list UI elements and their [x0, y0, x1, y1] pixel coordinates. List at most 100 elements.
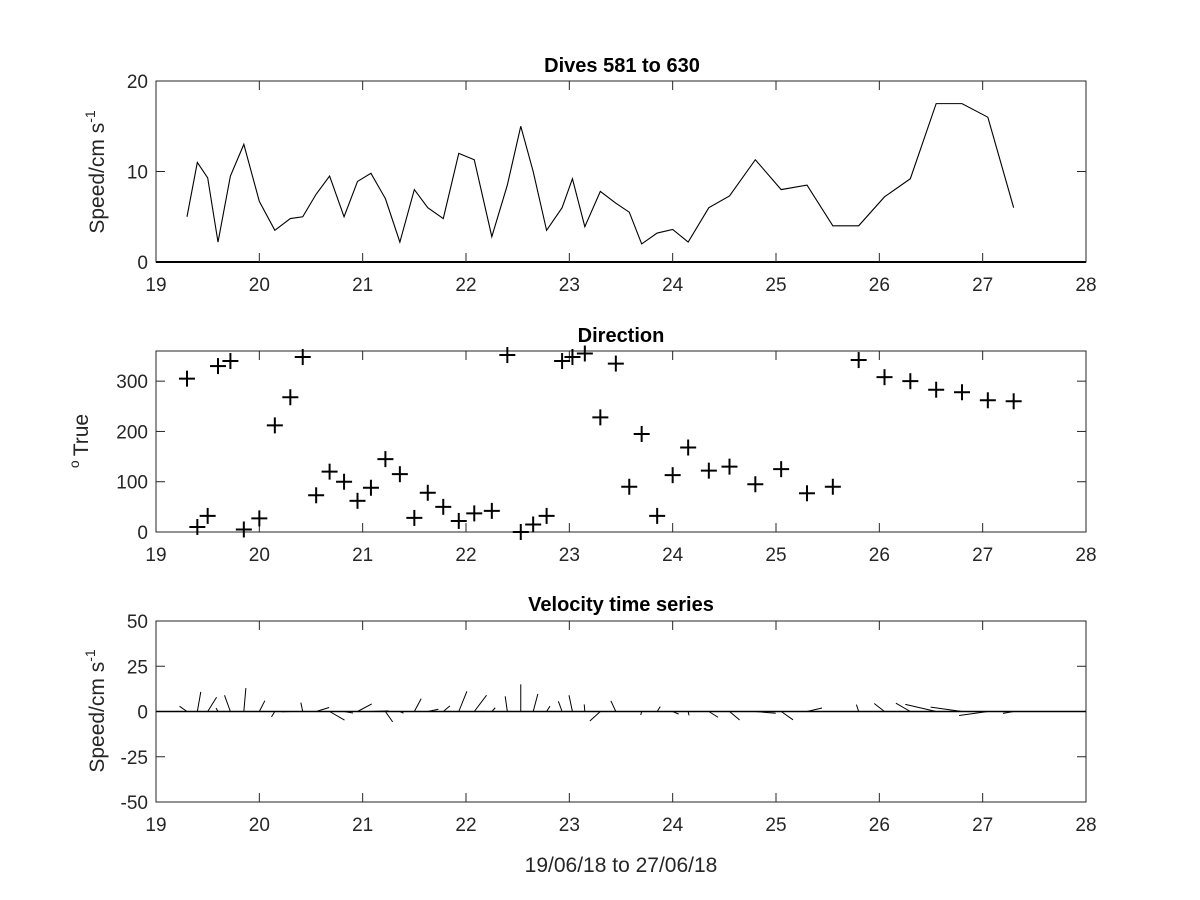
velocity-stick: [895, 702, 911, 712]
direction-x-tick-label: 21: [352, 545, 373, 566]
velocity-stick: [357, 703, 372, 712]
direction-point: [621, 478, 638, 495]
velocity-x-tick-label: 20: [249, 815, 270, 836]
direction-point: [928, 381, 945, 398]
direction-point: [294, 349, 311, 366]
direction-point: [1005, 393, 1022, 410]
direction-point: [902, 373, 919, 390]
direction-markers: [179, 345, 1022, 540]
velocity-stick: [930, 706, 963, 712]
velocity-stick: [708, 711, 719, 718]
velocity-stick: [1002, 711, 1014, 714]
direction-point: [564, 349, 581, 366]
direction-point: [649, 507, 666, 524]
direction-x-tick-label: 22: [455, 545, 476, 566]
velocity-stick: [384, 711, 394, 723]
speed-plot-frame: [155, 80, 1087, 263]
direction-point: [592, 409, 609, 426]
direction-x-tick-label: 28: [1075, 545, 1096, 566]
velocity-stick: [656, 706, 661, 712]
direction-point: [435, 498, 452, 515]
direction-point: [308, 487, 325, 504]
speed-y-tick-label: 20: [127, 72, 148, 93]
direction-y-tick-label: 100: [116, 473, 148, 494]
direction-point: [700, 462, 717, 479]
direction-x-tick-label: 26: [869, 545, 890, 566]
velocity-stick: [532, 693, 539, 712]
direction-point: [773, 461, 790, 478]
direction-point: [406, 509, 423, 526]
direction-point: [251, 510, 268, 527]
velocity-stick: [780, 711, 794, 721]
direction-y-axis: 0 100 200 300: [116, 372, 1086, 544]
direction-point: [525, 516, 542, 533]
velocity-stick: [413, 698, 422, 712]
direction-point: [450, 512, 467, 529]
speed-panel: Dives 581 to 630 0 10 20 19 20 21 22 23 24 25 26 2…: [82, 55, 1097, 296]
direction-panel: Direction 0 100 200 300 19 20 21 22 23 24 25 26 27 2…: [66, 325, 1097, 566]
velocity-y-tick-label: -25: [121, 748, 148, 769]
velocity-stick: [491, 707, 496, 712]
velocity-stick: [755, 711, 776, 714]
velocity-stick: [458, 691, 468, 712]
velocity-y-axis-label: Speed/cm s-1: [82, 649, 109, 773]
velocity-stick: [300, 702, 304, 712]
direction-point: [633, 425, 650, 442]
direction-point: [954, 384, 970, 401]
direction-y-axis-label: oTrue: [66, 414, 93, 468]
direction-point: [499, 347, 516, 364]
direction-point: [419, 484, 436, 501]
direction-x-tick-label: 24: [662, 545, 684, 566]
velocity-stick: [873, 703, 885, 712]
velocity-x-tick-label: 23: [559, 815, 580, 836]
direction-point: [664, 467, 681, 484]
direction-point: [349, 492, 366, 509]
direction-point: [235, 521, 252, 538]
velocity-stick: [370, 710, 389, 712]
speed-x-tick-label: 20: [249, 275, 270, 296]
velocity-stick: [557, 701, 563, 712]
direction-point: [282, 389, 299, 406]
velocity-stick: [687, 711, 690, 716]
direction-x-axis: 19 20 21 22 23 24 25 26 27 28: [145, 351, 1097, 566]
speed-x-tick-label: 22: [455, 275, 476, 296]
velocity-stick: [271, 711, 276, 718]
velocity-y-tick-label: 50: [127, 612, 148, 633]
direction-point: [538, 507, 555, 524]
speed-series-line: [186, 103, 1015, 245]
direction-point: [336, 473, 353, 490]
velocity-x-tick-label: 22: [455, 815, 476, 836]
velocity-x-tick-label: 19: [145, 815, 166, 836]
velocity-stick: [855, 704, 860, 712]
speed-x-tick-label: 21: [352, 275, 373, 296]
velocity-stick: [329, 711, 345, 721]
speed-x-tick-label: 28: [1075, 275, 1096, 296]
speed-y-tick-label: 0: [137, 253, 148, 274]
velocity-y-axis: -50 -25 0 25 50: [121, 612, 1086, 814]
velocity-stick: [583, 704, 586, 712]
velocity-stick: [207, 696, 218, 712]
direction-point: [222, 353, 239, 370]
velocity-stick: [729, 711, 740, 721]
speed-x-axis: 19 20 21 22 23 24 25 26 27 28: [145, 81, 1097, 296]
velocity-stick: [196, 691, 202, 712]
direction-y-tick-label: 300: [116, 372, 148, 393]
speed-chart-title: Dives 581 to 630: [544, 55, 700, 77]
velocity-x-axis: 19 20 21 22 23 24 25 26 27 28: [145, 621, 1097, 836]
direction-point: [721, 458, 738, 475]
velocity-stick: [640, 711, 643, 716]
direction-point: [512, 524, 529, 540]
velocity-stick: [672, 711, 679, 715]
direction-chart-title: Direction: [578, 325, 665, 347]
velocity-stick: [427, 708, 439, 712]
velocity-stick: [504, 696, 508, 712]
velocity-stick: [959, 711, 988, 717]
velocity-x-tick-label: 28: [1075, 815, 1096, 836]
direction-point: [210, 358, 226, 375]
velocity-x-tick-label: 21: [352, 815, 373, 836]
direction-point: [199, 507, 216, 524]
velocity-stick: [473, 694, 487, 712]
speed-y-tick-label: 10: [127, 163, 148, 184]
direction-point: [321, 463, 338, 480]
direction-point: [576, 345, 593, 362]
